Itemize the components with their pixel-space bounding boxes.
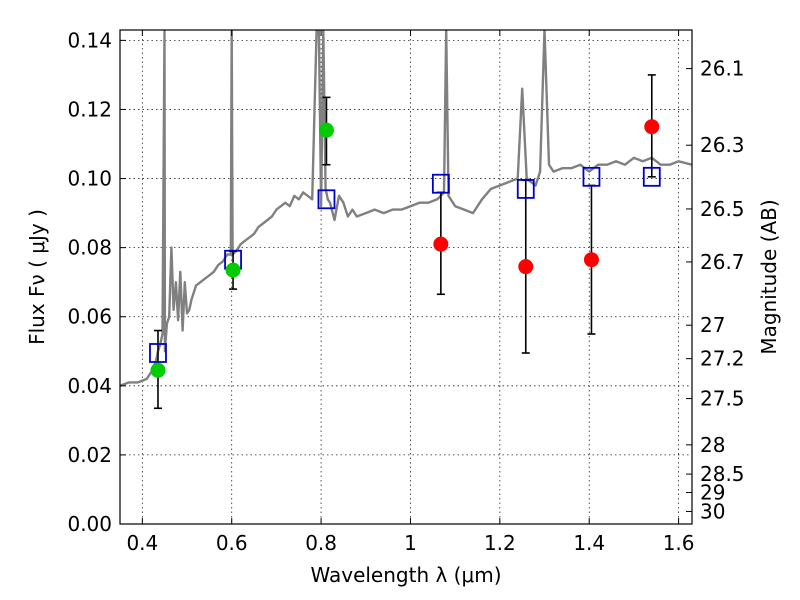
right-axis-label: Magnitude (AB) xyxy=(757,199,781,354)
axis-ticks: 0.4 0.6 0.8 1 1.2 1.4 1.6 0.00 0.02 0.04 0.06 0.08 0… xyxy=(67,28,744,555)
right-tick-label: 30 xyxy=(700,499,725,523)
x-tick-label: 0.6 xyxy=(216,531,248,555)
observed-point xyxy=(433,236,449,252)
y-tick-label: 0.04 xyxy=(67,374,112,398)
observed-point xyxy=(225,262,241,278)
x-tick-label: 0.4 xyxy=(126,531,158,555)
y-tick-label: 0.14 xyxy=(67,28,112,52)
x-tick-label: 1 xyxy=(404,531,417,555)
y-axis-label: Flux Fν ( μJy ) xyxy=(25,209,49,345)
x-tick-label: 1.6 xyxy=(663,531,695,555)
model-square-point xyxy=(582,166,601,187)
right-tick-label: 28.5 xyxy=(700,462,745,486)
y-tick-label: 0.08 xyxy=(67,236,112,260)
observed-point xyxy=(644,119,660,135)
right-tick-label: 27.2 xyxy=(700,347,745,371)
y-tick-label: 0.12 xyxy=(67,97,112,121)
right-tick-label: 26.5 xyxy=(700,197,745,221)
y-tick-label: 0.00 xyxy=(67,512,112,536)
model-square-point xyxy=(431,173,450,194)
right-tick-label: 26.1 xyxy=(700,57,745,81)
x-axis-label: Wavelength λ (μm) xyxy=(310,563,501,587)
observed-point xyxy=(318,122,334,138)
right-tick-label: 27.5 xyxy=(700,387,745,411)
right-tick-label: 26.3 xyxy=(700,133,745,157)
y-tick-label: 0.06 xyxy=(67,305,112,329)
plot-frame xyxy=(119,29,693,525)
x-tick-label: 1.2 xyxy=(484,531,516,555)
x-tick-label: 1.4 xyxy=(573,531,605,555)
model-square-point xyxy=(642,166,661,187)
y-tick-label: 0.02 xyxy=(67,443,112,467)
spectrum-series xyxy=(120,30,692,387)
right-tick-label: 27 xyxy=(700,313,725,337)
right-tick-label: 26.7 xyxy=(700,250,745,274)
data-markers xyxy=(149,119,661,378)
x-tick-label: 0.8 xyxy=(305,531,337,555)
spectrum-line xyxy=(120,30,692,387)
y-tick-label: 0.10 xyxy=(67,167,112,191)
right-tick-label: 28 xyxy=(700,433,725,457)
model-square-point xyxy=(149,343,167,363)
error-bars xyxy=(153,74,656,410)
model-square-point xyxy=(317,189,336,210)
observed-point xyxy=(583,252,599,268)
observed-point xyxy=(150,362,166,378)
model-square-point xyxy=(516,179,535,199)
right-tick-label: 29 xyxy=(700,480,725,504)
observed-point xyxy=(518,259,534,275)
